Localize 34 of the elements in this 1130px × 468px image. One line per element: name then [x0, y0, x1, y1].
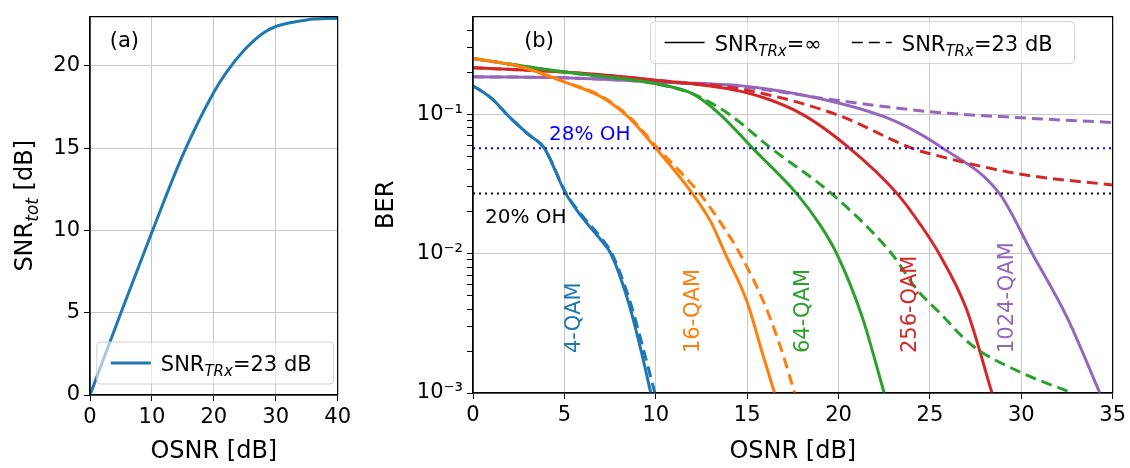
x-tick-label: 5 — [557, 402, 572, 427]
x-axis-title: OSNR [dB] — [729, 436, 857, 464]
y-tick-label: 10⁻² — [416, 239, 463, 264]
y-axis-title: BER — [371, 180, 399, 229]
x-tick-label: 40 — [324, 404, 352, 429]
y-tick-label: 10⁻³ — [416, 379, 463, 404]
x-tick-label: 0 — [83, 404, 97, 429]
ref-line-label: 28% OH — [549, 121, 631, 146]
y-tick-label: 15 — [53, 134, 80, 159]
x-tick-label: 0 — [466, 402, 480, 427]
y-axis-title: SNRtot [dB] — [10, 139, 42, 272]
y-tick-label: 10⁻¹ — [416, 100, 463, 125]
x-tick-label: 20 — [825, 402, 852, 427]
text: 1024-QAM — [993, 242, 1018, 353]
y-tick-label: 20 — [53, 52, 80, 77]
y-tick-label: 0 — [66, 381, 80, 406]
x-tick-label: 25 — [916, 402, 944, 427]
x-tick-label: 30 — [1007, 402, 1035, 427]
x-tick-label: 30 — [262, 404, 290, 429]
x-tick-label: 35 — [1099, 402, 1127, 427]
x-tick-label: 20 — [200, 404, 228, 429]
x-tick-label: 10 — [642, 402, 670, 427]
x-tick-label: 15 — [733, 402, 761, 427]
y-tick-label: 10 — [53, 216, 80, 241]
y-tick-label: 5 — [66, 299, 80, 324]
text: (a) — [109, 27, 140, 52]
text: 4-QAM — [561, 282, 586, 353]
ref-line-label: 20% OH — [485, 204, 567, 229]
text: 16-QAM — [680, 268, 705, 353]
x-axis-title: OSNR [dB] — [150, 436, 278, 464]
x-tick-label: 10 — [138, 404, 166, 429]
text: 256-QAM — [897, 255, 922, 353]
text: 64-QAM — [790, 268, 815, 353]
text: (b) — [524, 27, 554, 52]
